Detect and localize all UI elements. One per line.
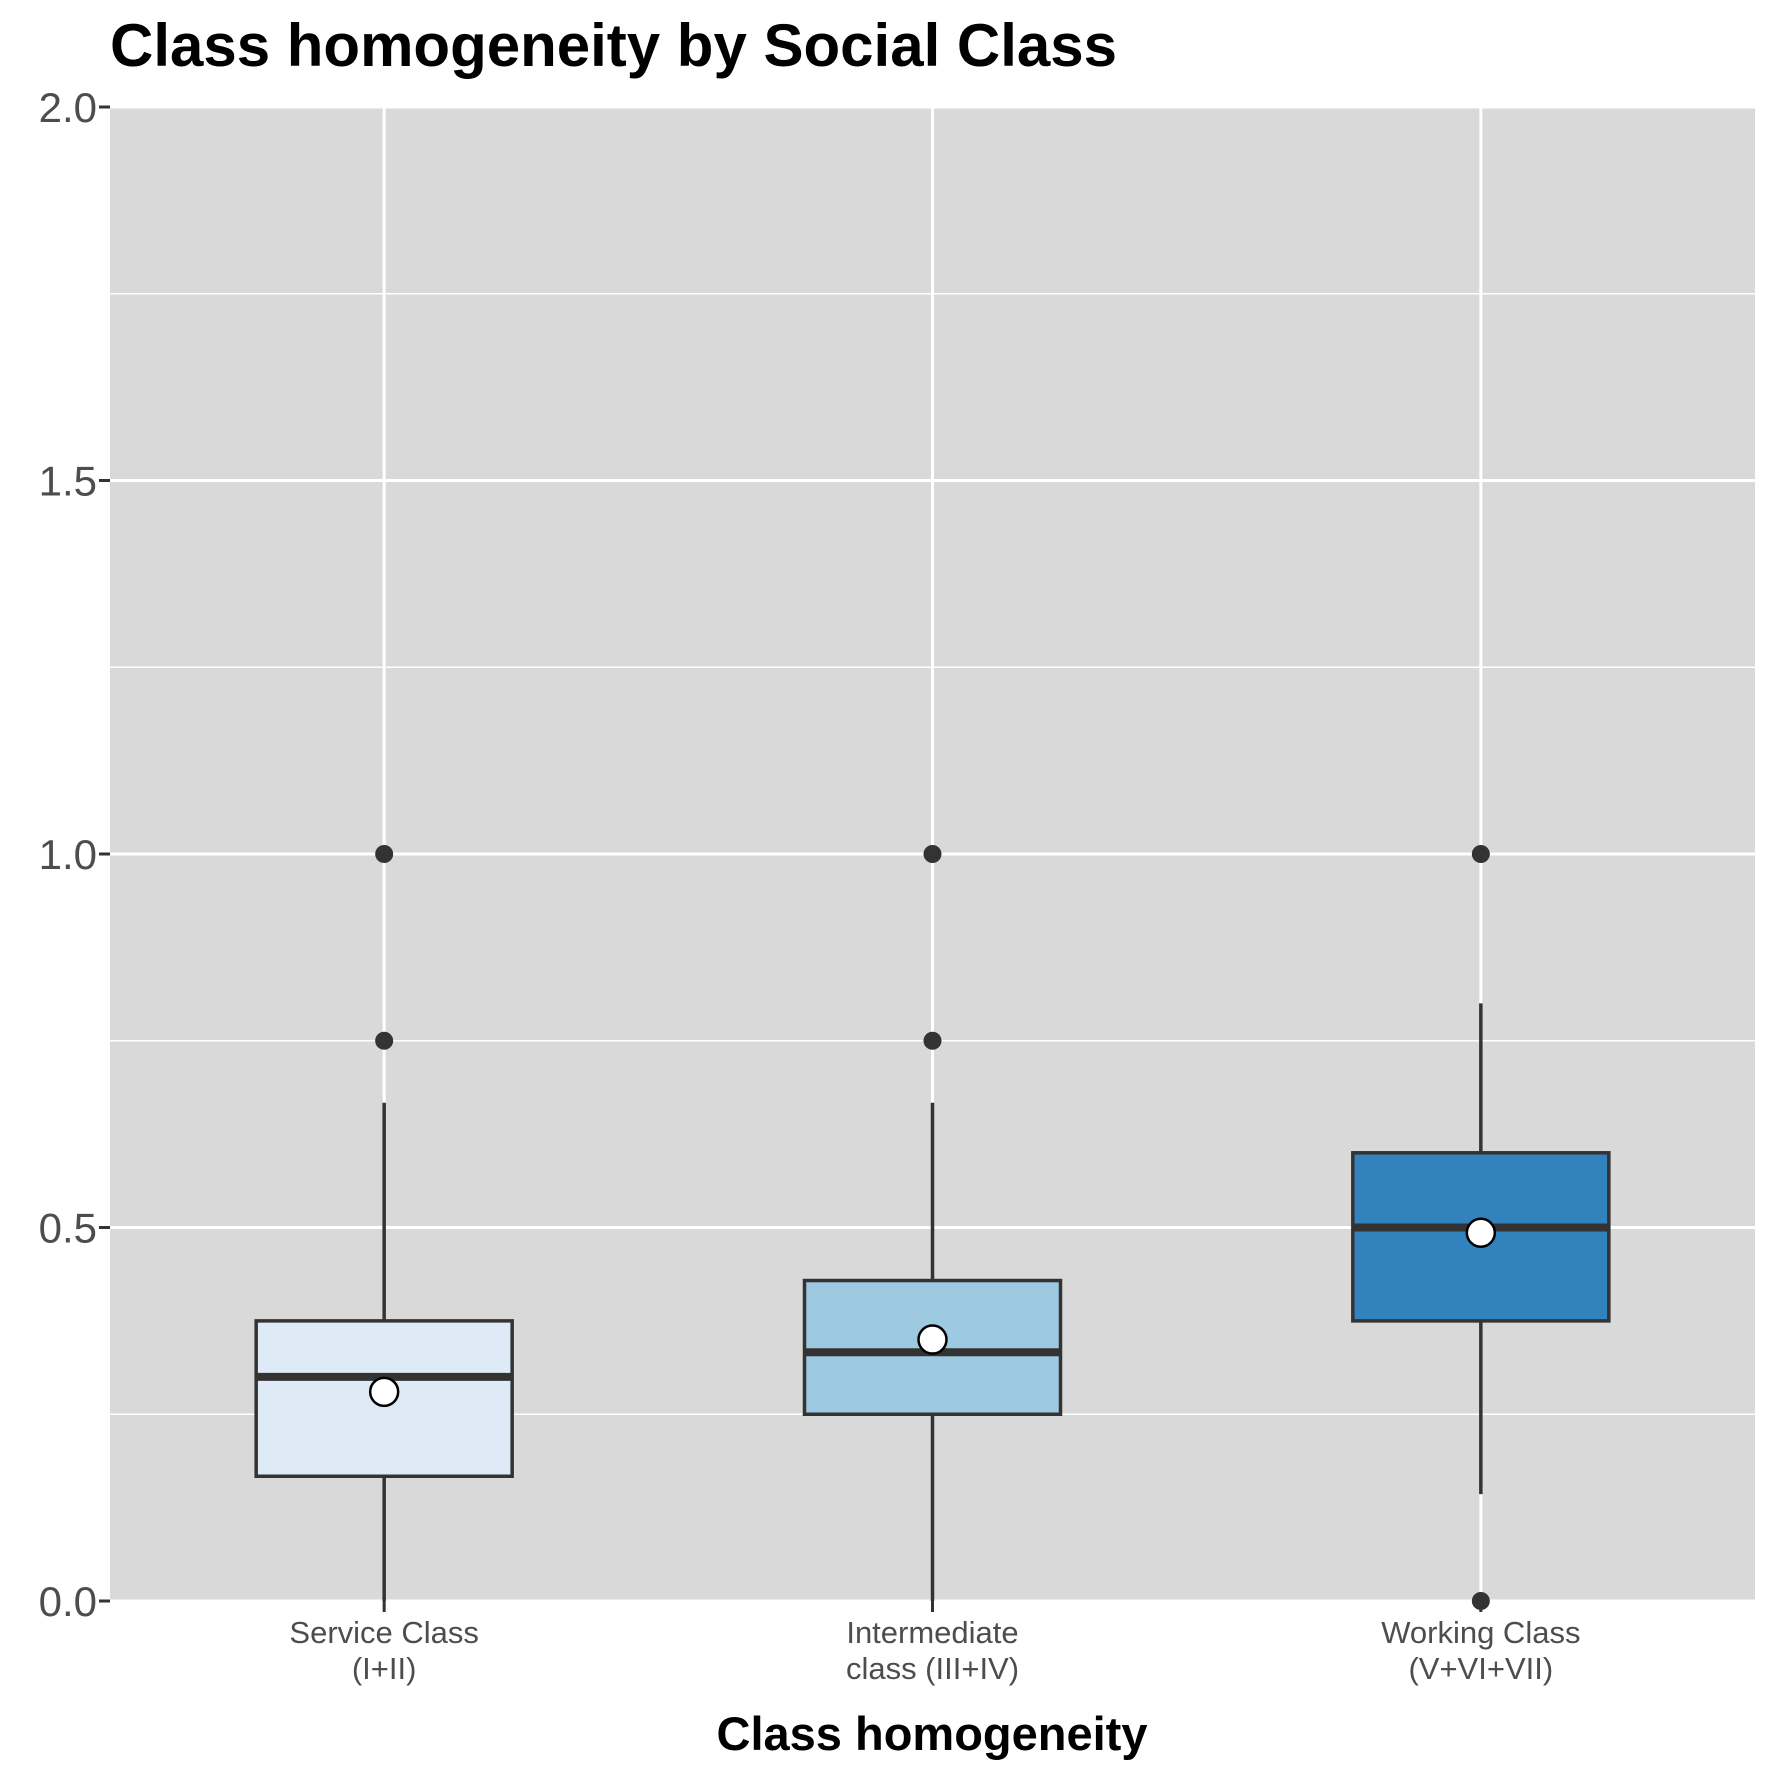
- box-group: [254, 845, 514, 1601]
- mean-point: [917, 1324, 948, 1355]
- chart-title: Class homogeneity by Social Class: [110, 12, 1117, 79]
- outlier-point: [923, 1031, 942, 1050]
- x-tick-label: Service Class: [289, 1615, 479, 1650]
- box-group: [802, 845, 1063, 1601]
- y-tick-label: 2.0: [39, 84, 97, 131]
- outlier-point: [375, 845, 394, 863]
- x-tick-label: (I+II): [352, 1651, 417, 1686]
- mean-point: [1465, 1217, 1497, 1248]
- x-tick-label: class (III+IV): [846, 1651, 1019, 1686]
- y-tick-label: 0.5: [39, 1205, 97, 1252]
- x-tick-label: (V+VI+VII): [1408, 1651, 1553, 1686]
- mean-point: [368, 1376, 400, 1408]
- axis-layer: 0.0 0.5 1.0 1.5 2.0 Service Class(I+II) Interm…: [39, 84, 1581, 1686]
- outlier-point: [375, 1031, 394, 1050]
- y-tick-label: 1.5: [39, 458, 97, 505]
- box-layer: [254, 845, 1611, 1610]
- x-tick-label: Working Class: [1381, 1615, 1580, 1650]
- box-group: [1351, 845, 1611, 1610]
- outlier-point: [923, 845, 942, 863]
- x-tick-label: Intermediate: [846, 1615, 1018, 1650]
- x-axis-title: Class homogeneity: [717, 1707, 1148, 1760]
- y-tick-label: 0.0: [39, 1578, 97, 1625]
- outlier-point: [1471, 845, 1490, 863]
- y-tick-label: 1.0: [39, 831, 97, 878]
